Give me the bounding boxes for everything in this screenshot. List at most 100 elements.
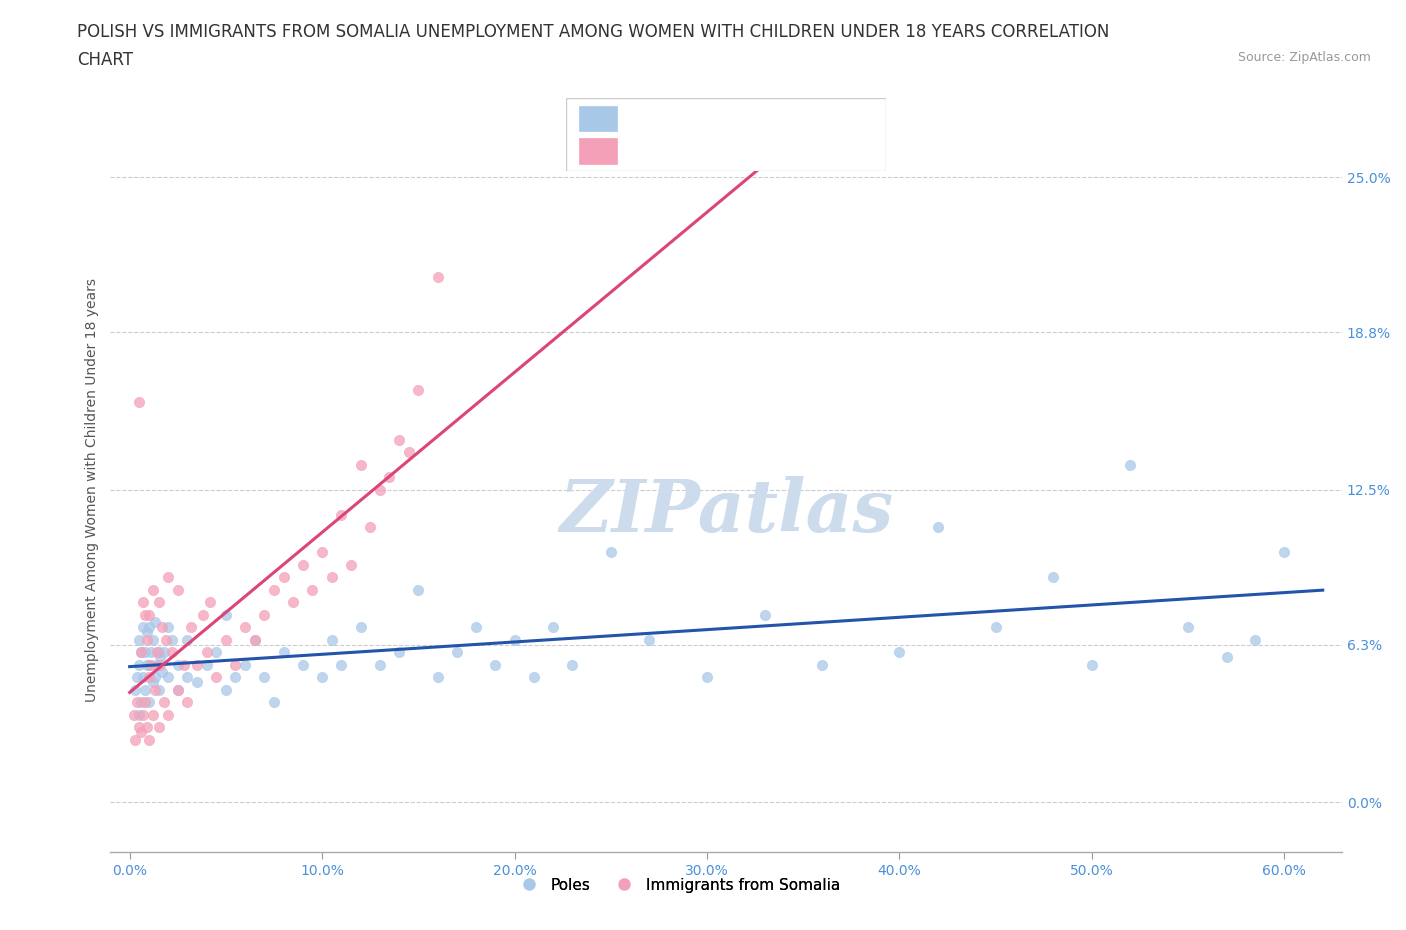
Point <box>984 619 1007 634</box>
Point <box>148 720 170 735</box>
Point <box>142 582 165 597</box>
Point <box>426 270 449 285</box>
Point <box>205 644 228 659</box>
Point <box>321 632 343 647</box>
Point <box>139 644 162 659</box>
Point <box>173 658 195 672</box>
Point <box>176 632 198 647</box>
Point <box>128 658 150 672</box>
Point <box>150 619 173 634</box>
Point <box>330 507 353 522</box>
Point <box>349 619 371 634</box>
Point <box>136 658 159 672</box>
Point <box>155 632 177 647</box>
Point <box>408 582 430 597</box>
Point <box>153 695 176 710</box>
Point <box>263 695 285 710</box>
Point <box>129 724 152 739</box>
Point <box>301 582 323 597</box>
Text: CHART: CHART <box>77 51 134 69</box>
Point <box>224 670 246 684</box>
Point <box>138 695 160 710</box>
Point <box>128 632 150 647</box>
Point <box>122 707 145 722</box>
Point <box>426 670 449 684</box>
Y-axis label: Unemployment Among Women with Children Under 18 years: Unemployment Among Women with Children U… <box>86 278 100 701</box>
Point <box>465 619 488 634</box>
Point <box>157 570 180 585</box>
Point <box>160 632 183 647</box>
Point <box>1081 658 1104 672</box>
Point <box>1119 458 1142 472</box>
Point <box>195 658 218 672</box>
Point <box>139 658 162 672</box>
Point <box>134 695 156 710</box>
Point <box>1244 632 1267 647</box>
Point <box>927 520 949 535</box>
Point <box>138 658 160 672</box>
Point <box>233 658 256 672</box>
Point <box>145 644 167 659</box>
Point <box>134 607 156 622</box>
Point <box>215 607 238 622</box>
Point <box>349 458 371 472</box>
Point <box>503 632 526 647</box>
Point <box>191 607 214 622</box>
Point <box>561 658 583 672</box>
Point <box>378 470 401 485</box>
Point <box>127 695 149 710</box>
Point <box>129 644 152 659</box>
Point <box>368 483 391 498</box>
Point <box>128 394 150 409</box>
Point <box>148 682 170 697</box>
Point <box>215 682 238 697</box>
Point <box>291 557 314 572</box>
Point <box>398 445 420 459</box>
Point <box>134 682 156 697</box>
Point <box>160 644 183 659</box>
Point <box>273 644 295 659</box>
Point <box>696 670 718 684</box>
Point <box>311 545 333 560</box>
Point <box>599 545 621 560</box>
Point <box>138 732 160 747</box>
Point <box>291 658 314 672</box>
Point <box>330 658 353 672</box>
Point <box>132 670 155 684</box>
Point <box>243 632 266 647</box>
Point <box>186 658 208 672</box>
Text: ZIPatlas: ZIPatlas <box>560 476 893 547</box>
Point <box>124 682 146 697</box>
Point <box>166 658 188 672</box>
Point <box>148 644 170 659</box>
Point <box>132 594 155 609</box>
Point <box>446 644 468 659</box>
Point <box>180 619 202 634</box>
Point <box>186 674 208 689</box>
Point <box>195 644 218 659</box>
Point <box>889 644 911 659</box>
Point <box>311 670 333 684</box>
Point <box>127 670 149 684</box>
Point <box>124 732 146 747</box>
Point <box>166 582 188 597</box>
Point <box>484 658 506 672</box>
Point <box>134 644 156 659</box>
Point <box>157 619 180 634</box>
Point <box>200 594 222 609</box>
Point <box>283 594 305 609</box>
Point <box>138 619 160 634</box>
Point <box>166 682 188 697</box>
Point <box>128 707 150 722</box>
Point <box>129 695 152 710</box>
Point <box>1215 650 1237 665</box>
Point <box>143 615 166 630</box>
Text: Source: ZipAtlas.com: Source: ZipAtlas.com <box>1237 51 1371 64</box>
Point <box>129 644 152 659</box>
Point <box>148 594 170 609</box>
Point <box>153 644 176 659</box>
Point <box>145 658 167 672</box>
Point <box>388 644 411 659</box>
Point <box>132 619 155 634</box>
Point <box>138 670 160 684</box>
